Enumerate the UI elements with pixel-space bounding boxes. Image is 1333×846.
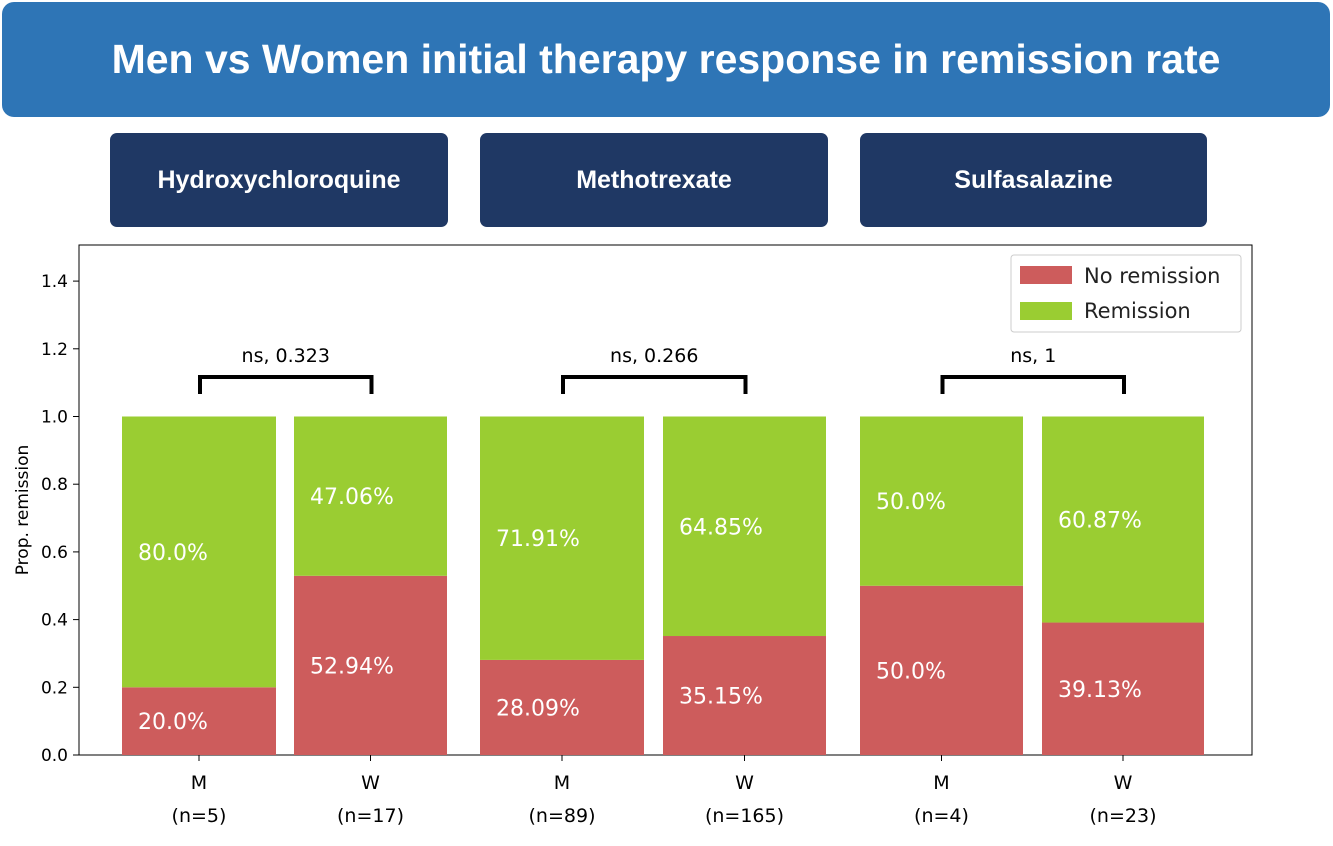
bar-label-remission: 60.87% (1058, 509, 1142, 534)
bar-label-no-remission: 39.13% (1058, 678, 1142, 703)
y-tick-label: 1.2 (41, 340, 68, 360)
chart-title: Men vs Women initial therapy response in… (111, 36, 1221, 82)
drug-label-text: Sulfasalazine (954, 165, 1113, 194)
legend-label-remission: Remission (1084, 299, 1191, 323)
y-tick-label: 1.0 (41, 408, 68, 428)
y-tick-label: 1.4 (41, 272, 68, 292)
bar-label-no-remission: 50.0% (876, 659, 946, 684)
bar-no-remission (122, 687, 276, 755)
significance-label: ns, 0.323 (242, 345, 330, 367)
bar-no-remission (860, 585, 1023, 755)
significance-bracket (198, 375, 374, 394)
bar-label-no-remission: 35.15% (679, 685, 763, 710)
title-banner: Men vs Women initial therapy response in… (2, 2, 1330, 117)
drug-label-text: Hydroxychloroquine (157, 165, 401, 194)
x-tick-label: (n=5) (172, 805, 227, 827)
legend-swatch-remission (1020, 302, 1072, 320)
drug-label-hydroxychloroquine: Hydroxychloroquine (110, 133, 448, 227)
bar-label-remission: 64.85% (679, 515, 763, 540)
y-tick-label: 0.8 (41, 475, 68, 495)
x-tick-label: (n=89) (529, 805, 596, 827)
y-tick-label: 0.2 (41, 678, 68, 698)
drug-label-methotrexate: Methotrexate (480, 133, 828, 227)
bar-no-remission (1042, 622, 1204, 755)
y-axis-label: Prop. remission (13, 445, 33, 576)
bar-no-remission (294, 575, 447, 755)
bar-no-remission (480, 659, 644, 755)
legend-swatch-no-remission (1020, 266, 1072, 284)
x-tick-label: (n=4) (914, 805, 969, 827)
bar-remission (294, 416, 447, 576)
x-tick-label: M (933, 772, 949, 794)
significance-label: ns, 1 (1010, 345, 1056, 367)
y-tick-label: 0.6 (41, 543, 68, 563)
bar-no-remission (663, 636, 826, 755)
y-tick-label: 0.4 (41, 611, 68, 631)
x-tick-label: M (554, 772, 570, 794)
drug-label-text: Methotrexate (576, 165, 732, 194)
bar-label-no-remission: 52.94% (310, 654, 394, 679)
bar-remission (1042, 416, 1204, 623)
bar-label-no-remission: 28.09% (496, 696, 580, 721)
significance-bracket (561, 375, 748, 394)
x-tick-label: (n=17) (337, 805, 404, 827)
bar-label-remission: 47.06% (310, 485, 394, 510)
bar-label-no-remission: 20.0% (138, 710, 208, 735)
x-tick-label: W (361, 772, 380, 794)
x-tick-label: (n=165) (705, 805, 784, 827)
bar-remission (860, 416, 1023, 586)
bar-label-remission: 71.91% (496, 527, 580, 552)
bar-remission (663, 416, 826, 637)
legend-label-no-remission: No remission (1084, 264, 1221, 288)
bar-remission (122, 416, 276, 688)
y-tick-label: 0.0 (41, 746, 68, 766)
significance-bracket (940, 375, 1126, 394)
bar-label-remission: 80.0% (138, 541, 208, 566)
x-tick-label: M (191, 772, 207, 794)
bar-label-remission: 50.0% (876, 490, 946, 515)
drug-label-sulfasalazine: Sulfasalazine (860, 133, 1207, 227)
x-tick-label: (n=23) (1090, 805, 1157, 827)
significance-label: ns, 0.266 (610, 345, 698, 367)
x-tick-label: W (1114, 772, 1133, 794)
x-tick-label: W (735, 772, 754, 794)
bar-remission (480, 416, 644, 660)
